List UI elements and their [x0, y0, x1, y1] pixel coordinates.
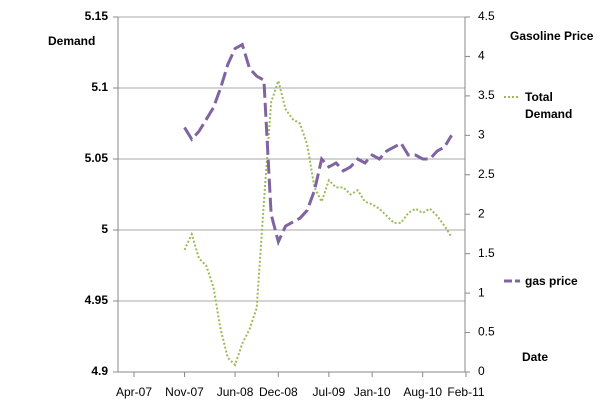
- y-axis-title: Demand: [48, 34, 95, 48]
- y-tick-label: 5.05: [85, 151, 109, 165]
- y2-tick-label: 3: [478, 128, 485, 142]
- y-tick-label: 5.15: [85, 9, 109, 23]
- y2-tick-label: 0.5: [478, 325, 495, 339]
- legend-label: Total Demand: [525, 90, 573, 121]
- y-tick-label: 4.9: [91, 364, 108, 378]
- x-tick-label: Apr-07: [116, 385, 152, 399]
- x-tick-label: Jul-09: [313, 385, 346, 399]
- x-tick-label: Aug-10: [403, 385, 442, 399]
- x-tick-label: Feb-11: [447, 385, 484, 399]
- y-tick-label: 5: [101, 222, 108, 236]
- x-tick-label: Jan-10: [354, 385, 391, 399]
- y2-tick-label: 0: [478, 364, 485, 378]
- y2-tick-label: 2: [478, 206, 485, 220]
- y2-tick-label: 4.5: [478, 9, 495, 23]
- y-tick-label: 5.1: [91, 80, 108, 94]
- y2-tick-label: 1: [478, 285, 485, 299]
- y2-tick-label: 3.5: [478, 88, 495, 102]
- x-tick-label: Jun-08: [217, 385, 254, 399]
- y2-axis-title: Gasoline Price: [510, 29, 594, 43]
- y2-tick-label: 1.5: [478, 246, 495, 260]
- legend-label: gas price: [525, 274, 578, 288]
- series-line: [183, 77, 453, 367]
- x-tick-label: Dec-08: [259, 385, 298, 399]
- y-tick-label: 4.95: [85, 293, 109, 307]
- series-line: [183, 42, 453, 247]
- y2-tick-label: 4: [478, 49, 485, 63]
- y2-tick-label: 2.5: [478, 167, 495, 181]
- x-axis-title: Date: [522, 350, 548, 364]
- x-tick-label: Nov-07: [165, 385, 204, 399]
